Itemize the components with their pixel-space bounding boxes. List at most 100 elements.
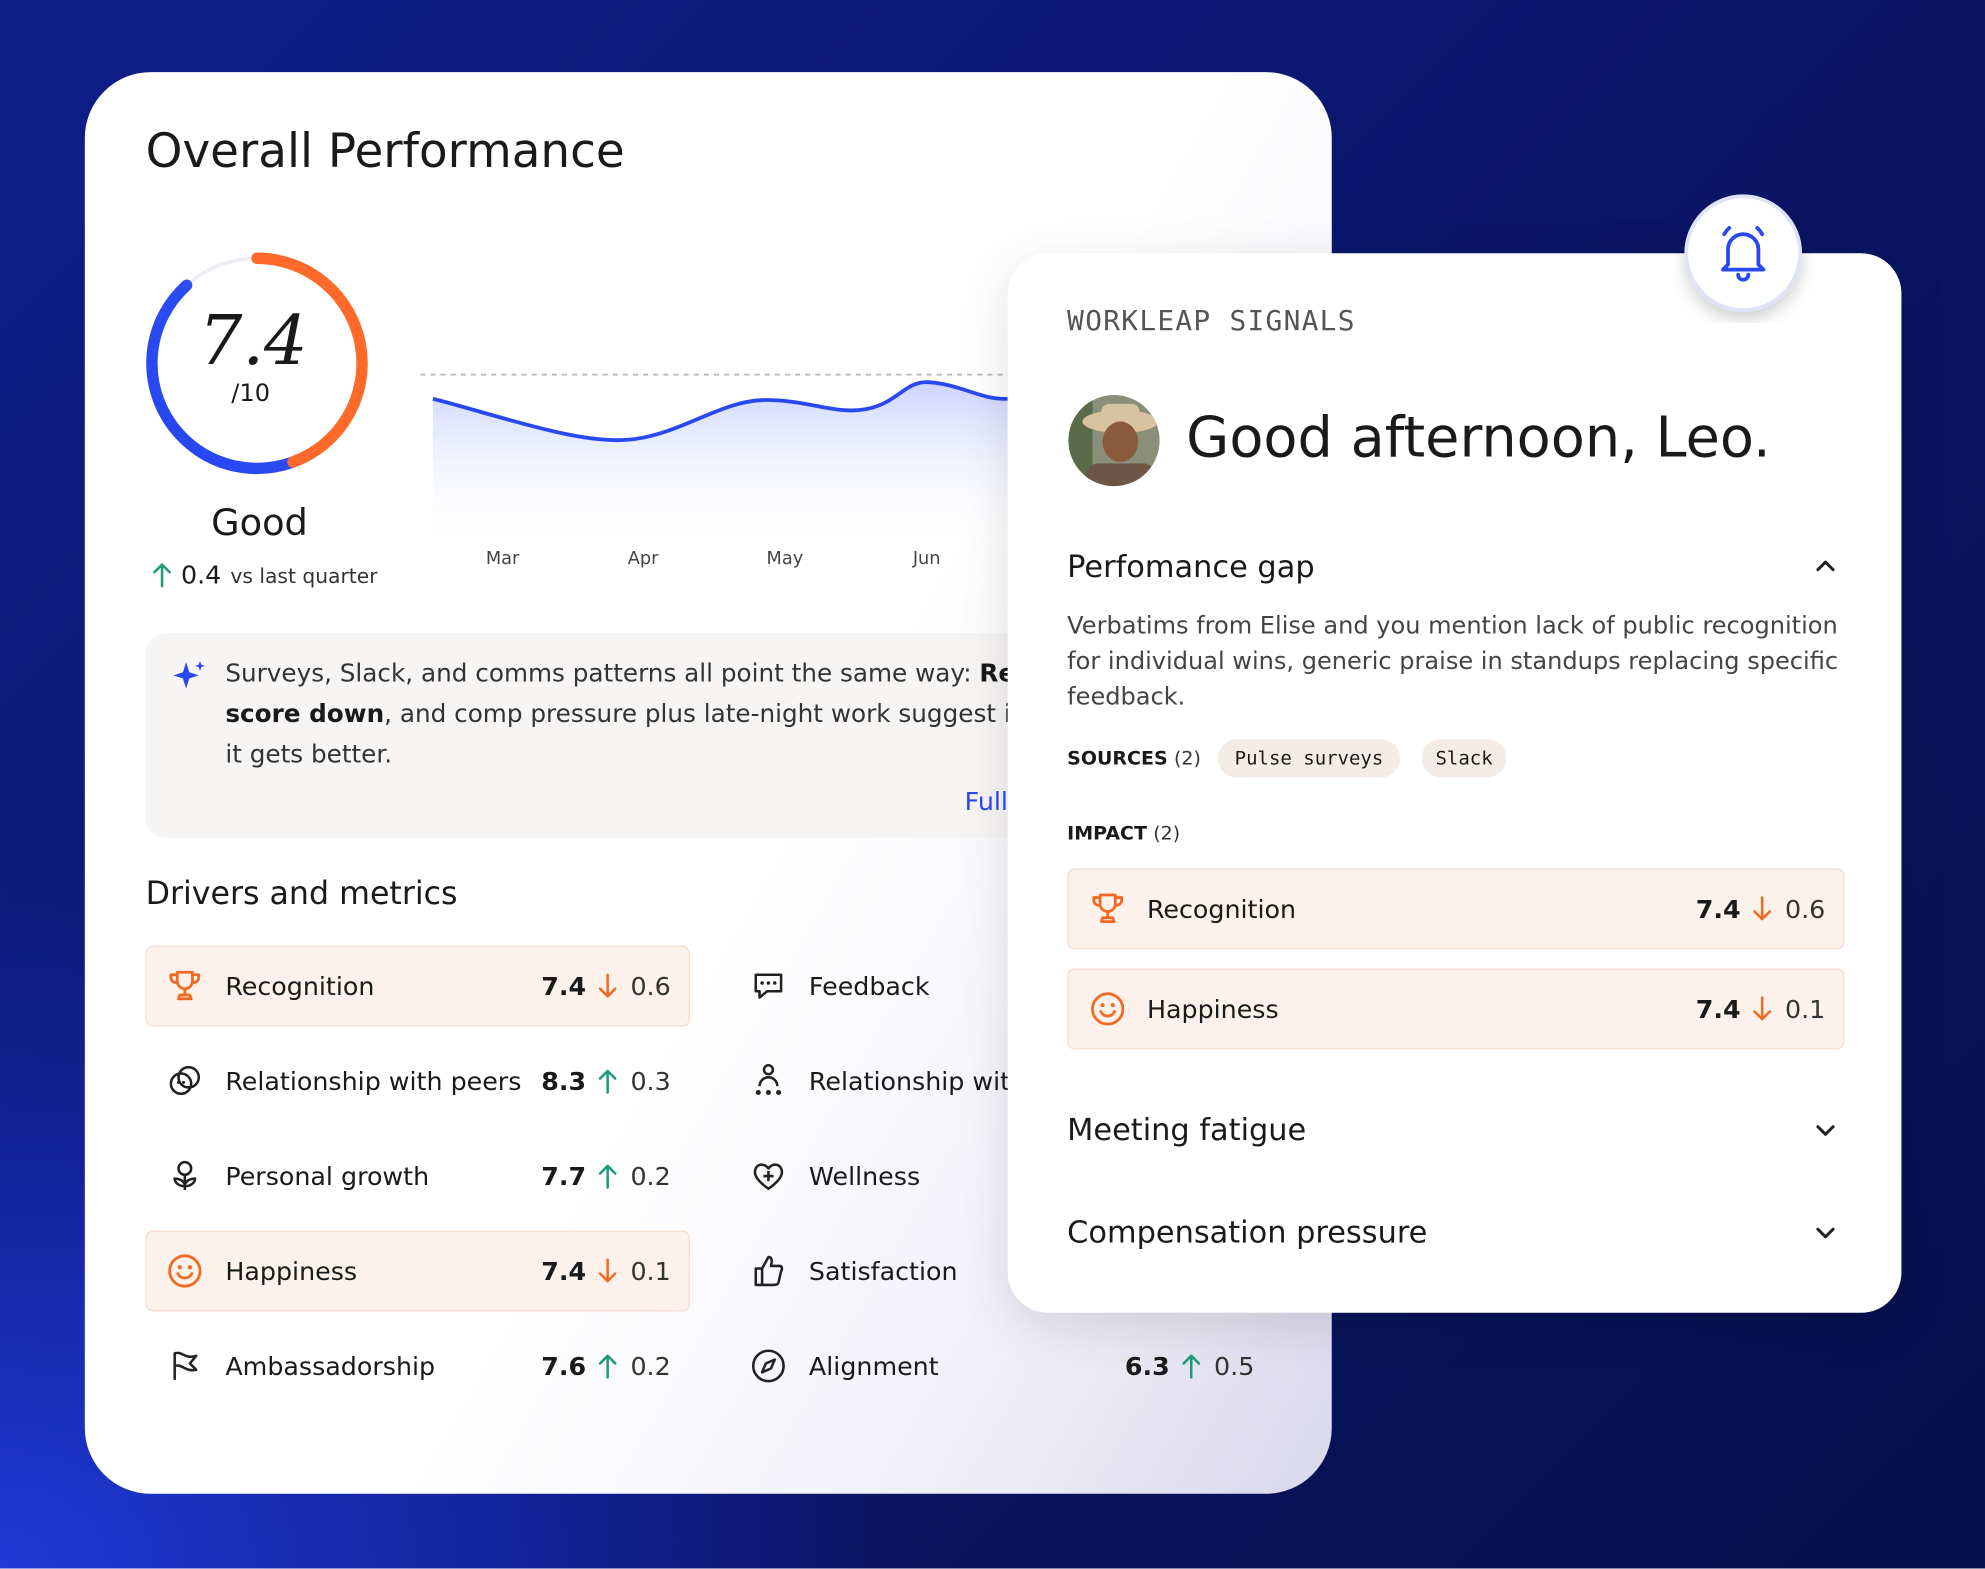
insight-line: it gets better. bbox=[225, 740, 392, 770]
driver-delta: 0.1 bbox=[630, 1255, 671, 1287]
change-arrow bbox=[153, 563, 171, 588]
driver-arrow bbox=[598, 1354, 617, 1379]
section-chevron bbox=[1816, 1125, 1835, 1136]
signals-heading: WORKLEAP SIGNALS bbox=[1067, 306, 1356, 338]
driver-icon bbox=[754, 973, 783, 999]
driver-delta: 0.3 bbox=[630, 1065, 671, 1097]
driver-icon bbox=[754, 1255, 784, 1287]
signals-card: WORKLEAP SIGNALS Good afternoon, Leo. Pe… bbox=[1007, 253, 1902, 1313]
driver-value: 7.6 bbox=[541, 1350, 587, 1382]
month-label: Apr bbox=[627, 548, 659, 570]
insight-line: Surveys, Slack, and comms patterns all p… bbox=[225, 659, 1064, 689]
driver-icon bbox=[751, 1349, 785, 1383]
driver-arrow bbox=[598, 973, 617, 998]
month-label: Jun bbox=[912, 548, 941, 570]
driver-icon bbox=[169, 970, 201, 1001]
driver-label: Satisfaction bbox=[808, 1255, 958, 1287]
driver-label: Relationship with bbox=[808, 1065, 1027, 1097]
change: 0.4 bbox=[181, 559, 222, 590]
driver-delta: 0.6 bbox=[630, 970, 671, 1002]
sources-label-text: SOURCES bbox=[1067, 746, 1168, 770]
driver-value: 8.3 bbox=[541, 1065, 587, 1097]
source-chip: Slack bbox=[1421, 739, 1507, 778]
impact-row-bg bbox=[1067, 868, 1845, 950]
impact-delta: 0.1 bbox=[1784, 993, 1826, 1025]
impact-icon bbox=[1092, 893, 1124, 923]
section-chevron bbox=[1816, 1227, 1835, 1239]
driver-value: 7.7 bbox=[541, 1160, 587, 1192]
insight-link[interactable]: Full bbox=[964, 786, 1008, 817]
avatar bbox=[1068, 394, 1160, 487]
driver-label: Wellness bbox=[808, 1160, 921, 1192]
drivers-title: Drivers and metrics bbox=[145, 874, 458, 912]
sources-count: (2) bbox=[1173, 746, 1201, 770]
driver-label: Ambassadorship bbox=[225, 1350, 436, 1382]
impact-label: Recognition bbox=[1146, 893, 1297, 925]
trend-chart bbox=[420, 373, 1016, 547]
impact-row-bg bbox=[1067, 968, 1845, 1050]
greeting: Good afternoon, Leo. bbox=[1186, 405, 1771, 471]
section-body: feedback. bbox=[1067, 683, 1186, 711]
driver-row-bg bbox=[145, 1230, 690, 1312]
driver-arrow bbox=[598, 1258, 617, 1283]
change-label: vs last quarter bbox=[230, 563, 378, 588]
driver-delta: 0.2 bbox=[630, 1160, 671, 1192]
driver-icon bbox=[755, 1064, 782, 1096]
section-body: for individual wins, generic praise in s… bbox=[1067, 647, 1839, 676]
impact-value: 7.4 bbox=[1695, 993, 1741, 1025]
driver-delta: 0.2 bbox=[630, 1350, 671, 1382]
impact-arrow bbox=[1753, 896, 1772, 921]
section-body: Verbatims from Elise and you mention lac… bbox=[1067, 612, 1838, 641]
insight-text: it gets better. bbox=[225, 739, 393, 769]
driver-label: Alignment bbox=[808, 1350, 939, 1382]
score: 7.4 bbox=[198, 300, 308, 381]
driver-value: 7.4 bbox=[541, 970, 587, 1002]
impact-icon bbox=[1091, 992, 1125, 1026]
month-label: May bbox=[766, 548, 804, 570]
driver-arrow bbox=[598, 1164, 617, 1189]
driver-label: Personal growth bbox=[225, 1160, 430, 1192]
driver-delta: 0.5 bbox=[1214, 1350, 1255, 1382]
driver-label: Feedback bbox=[808, 970, 930, 1002]
impact-label-text: IMPACT bbox=[1067, 821, 1147, 845]
driver-label: Recognition bbox=[225, 970, 375, 1002]
insight-text: , and comp pressure plus late-night work… bbox=[384, 699, 1068, 729]
impact-label: Happiness bbox=[1146, 993, 1279, 1025]
section-title: Compensation pressure bbox=[1067, 1214, 1428, 1251]
source-chip: Pulse surveys bbox=[1217, 739, 1401, 778]
driver-icon bbox=[173, 1160, 197, 1190]
title: Overall Performance bbox=[145, 123, 625, 179]
driver-label: Happiness bbox=[225, 1255, 358, 1287]
driver-icon bbox=[169, 1065, 201, 1096]
driver-icon bbox=[168, 1254, 202, 1288]
driver-icon bbox=[173, 1351, 198, 1380]
month-label: Mar bbox=[485, 548, 520, 570]
score-ring bbox=[146, 252, 368, 475]
driver-icon bbox=[753, 1163, 784, 1190]
insight-text: score down bbox=[225, 699, 385, 729]
driver-value: 7.4 bbox=[541, 1255, 587, 1287]
section-chevron bbox=[1816, 560, 1835, 572]
bell-button[interactable] bbox=[1674, 184, 1813, 323]
impact-label: IMPACT (2) bbox=[1067, 822, 1180, 845]
driver-label: Relationship with peers bbox=[225, 1065, 522, 1097]
impact-value: 7.4 bbox=[1695, 893, 1741, 925]
sparkle-icon bbox=[173, 660, 206, 689]
rating: Good bbox=[211, 500, 308, 544]
score-scale: /10 bbox=[231, 379, 271, 408]
driver-row-bg bbox=[145, 945, 690, 1027]
section-title: Meeting fatigue bbox=[1067, 1112, 1307, 1148]
impact-arrow bbox=[1753, 996, 1772, 1021]
insight-line: score down, and comp pressure plus late-… bbox=[225, 699, 1067, 729]
sources-label: SOURCES (2) bbox=[1067, 747, 1201, 770]
insight-text: Surveys, Slack, and comms patterns all p… bbox=[225, 658, 980, 688]
driver-arrow bbox=[1182, 1354, 1201, 1379]
impact-delta: 0.6 bbox=[1784, 893, 1826, 925]
section-title: Perfomance gap bbox=[1067, 548, 1315, 585]
driver-arrow bbox=[598, 1069, 617, 1094]
impact-count: (2) bbox=[1153, 821, 1181, 845]
driver-value: 6.3 bbox=[1124, 1350, 1170, 1382]
